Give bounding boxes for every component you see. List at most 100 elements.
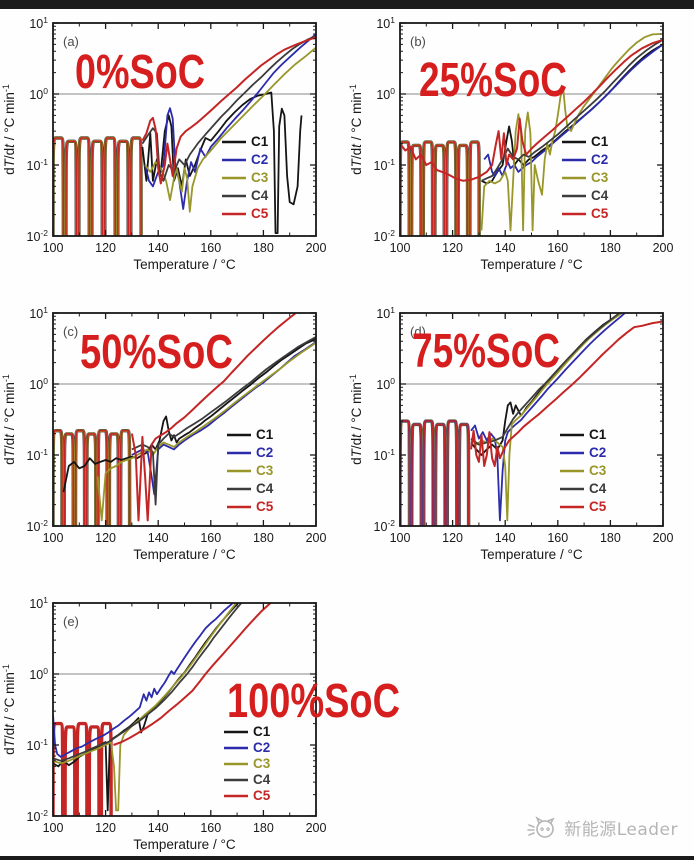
x-tick-label: 140 <box>495 241 516 255</box>
hws-comb-trace <box>53 137 142 236</box>
x-tick-label: 100 <box>390 531 411 545</box>
x-tick-label: 100 <box>390 241 411 255</box>
panel-c-chart: 100 120 140 160 180 200 101 100 10-1 10-2 Temperat… <box>1 305 326 562</box>
curves-group <box>400 313 663 526</box>
hws-comb-trace <box>53 721 113 816</box>
x-tick-label: 140 <box>495 531 516 545</box>
y-axis-label: dT/dt / °C min-1 <box>348 374 364 465</box>
y-tick-label: 10-1 <box>27 157 49 173</box>
series-C3-line <box>480 33 661 232</box>
series-C4-line <box>141 34 316 182</box>
panel-d-chart: 100 120 140 160 180 200 101 100 10-1 10-2 Temperat… <box>348 305 674 562</box>
panel-letter: (b) <box>410 34 426 49</box>
x-tick-label: 200 <box>653 531 674 545</box>
series-C5-line <box>113 603 273 746</box>
y-axis-label: dT/dt / °C min-1 <box>1 664 17 755</box>
panel-e-chart: 100 120 140 160 180 200 101 100 10-1 10-2 Temperat… <box>1 595 400 852</box>
legend-label-C1: C1 <box>591 134 609 149</box>
legend-label-C2: C2 <box>589 445 606 460</box>
y-tick-label: 101 <box>29 595 48 611</box>
legend-label-C1: C1 <box>256 427 274 442</box>
panel-letter: (d) <box>410 324 426 339</box>
x-tick-label: 160 <box>547 241 568 255</box>
y-tick-label: 101 <box>376 15 395 31</box>
y-tick-label: 10-2 <box>374 228 396 244</box>
legend-label-C5: C5 <box>589 499 607 514</box>
legend-label-C3: C3 <box>256 463 274 478</box>
x-tick-label: 180 <box>253 241 274 255</box>
series-C5-line <box>141 36 316 185</box>
x-axis-label: Temperature / °C <box>480 257 582 272</box>
x-tick-label: 160 <box>200 821 221 835</box>
x-tick-label: 160 <box>547 531 568 545</box>
watermark-logo-icon <box>527 816 555 838</box>
hws-comb-trace <box>400 420 470 526</box>
y-tick-label: 100 <box>29 376 48 392</box>
x-tick-label: 120 <box>95 531 116 545</box>
y-tick-label: 10-1 <box>27 447 49 463</box>
legend-label-C3: C3 <box>253 756 271 771</box>
x-tick-label: 120 <box>442 241 463 255</box>
watermark: 新能源Leader <box>527 813 678 841</box>
y-tick-label: 10-1 <box>374 447 396 463</box>
x-tick-label: 160 <box>200 241 221 255</box>
axis-ticks <box>399 22 664 237</box>
x-axis-label: Temperature / °C <box>133 837 235 852</box>
axis-ticks <box>399 312 664 527</box>
x-tick-label: 140 <box>148 241 169 255</box>
soc-label: 0%SoC <box>75 46 205 99</box>
x-tick-label: 180 <box>600 241 621 255</box>
axis-ticks <box>52 22 317 237</box>
legend-label-C4: C4 <box>253 772 271 787</box>
legend-label-C4: C4 <box>591 188 609 203</box>
y-tick-label: 101 <box>376 305 395 321</box>
y-tick-label: 10-2 <box>374 518 396 534</box>
x-tick-label: 160 <box>200 531 221 545</box>
curves-group <box>53 33 316 236</box>
legend-label-C2: C2 <box>591 152 608 167</box>
series-C2-line <box>53 603 235 758</box>
curves-group <box>53 313 316 526</box>
series-C1-line <box>141 91 303 234</box>
legend-label-C3: C3 <box>589 463 607 478</box>
series-C3-line <box>96 342 316 522</box>
x-tick-label: 200 <box>306 821 327 835</box>
series-C5-line <box>130 313 298 522</box>
axis-ticks <box>52 602 317 817</box>
curves-group <box>53 603 273 816</box>
soc-label: 75%SoC <box>412 325 560 378</box>
series-C1-line <box>62 338 316 493</box>
x-tick-label: 100 <box>43 531 64 545</box>
y-tick-label: 100 <box>376 86 395 102</box>
legend-label-C5: C5 <box>256 499 274 514</box>
x-tick-label: 120 <box>442 531 463 545</box>
x-tick-label: 120 <box>95 241 116 255</box>
series-C5-line <box>470 320 663 467</box>
x-axis-label: Temperature / °C <box>133 547 235 562</box>
watermark-text: 新能源Leader <box>564 819 678 840</box>
series-C2-line <box>483 43 663 177</box>
soc-label: 100%SoC <box>227 675 400 728</box>
legend-label-C5: C5 <box>253 788 271 803</box>
panel-a-chart: 100 120 140 160 180 200 101 100 10-1 10-2 Temperat… <box>1 15 326 272</box>
soc-label: 50%SoC <box>80 326 233 379</box>
series-C4-line <box>481 39 663 182</box>
panel-letter: (e) <box>63 614 79 629</box>
x-tick-label: 180 <box>253 821 274 835</box>
x-tick-label: 120 <box>95 821 116 835</box>
legend-label-C4: C4 <box>589 481 607 496</box>
series-C3-line <box>144 46 316 213</box>
legend-label-C3: C3 <box>251 170 269 185</box>
legend-label-C2: C2 <box>251 152 268 167</box>
axis-ticks <box>52 312 317 527</box>
legend-label-C5: C5 <box>591 206 609 221</box>
series-C2-line <box>144 33 316 210</box>
x-tick-label: 200 <box>653 241 674 255</box>
y-tick-label: 100 <box>376 376 395 392</box>
panel-b-chart: 100 120 140 160 180 200 101 100 10-1 10-2 Temperat… <box>348 15 674 272</box>
x-tick-label: 100 <box>43 821 64 835</box>
legend-label-C2: C2 <box>253 740 270 755</box>
x-axis-label: Temperature / °C <box>480 547 582 562</box>
